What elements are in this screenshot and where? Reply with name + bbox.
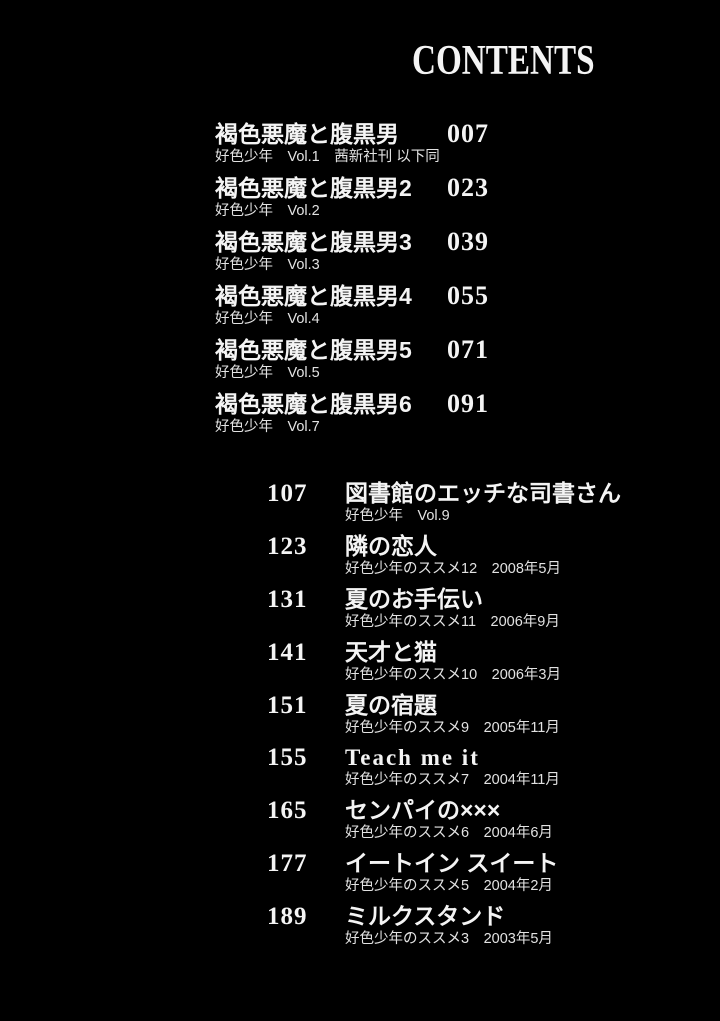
toc-entry: 褐色悪魔と腹黒男 007 好色少年 Vol.1 茜新社刊 以下同 [215, 120, 489, 174]
entry-title: 褐色悪魔と腹黒男4 [215, 283, 412, 309]
toc-entry: 165 センパイの××× 好色少年のススメ6 2004年6月 [267, 797, 687, 850]
entry-page-number: 177 [267, 850, 308, 878]
entry-note: 好色少年のススメ10 2006年3月 [345, 666, 561, 683]
toc-entry: 褐色悪魔と腹黒男4 055 好色少年 Vol.4 [215, 282, 489, 336]
entry-note: 好色少年のススメ9 2005年11月 [345, 719, 560, 736]
entry-title: 夏の宿題 [345, 691, 437, 718]
entry-page-number: 007 [447, 119, 489, 148]
entry-page-number: 023 [447, 173, 489, 202]
entry-note: 好色少年のススメ5 2004年2月 [345, 878, 553, 895]
entry-title: 隣の恋人 [345, 532, 437, 559]
toc-entry: 褐色悪魔と腹黒男2 023 好色少年 Vol.2 [215, 174, 489, 228]
entry-note: 好色少年のススメ7 2004年11月 [345, 772, 560, 789]
entry-title: 褐色悪魔と腹黒男 [215, 121, 399, 147]
entry-title: 夏のお手伝い [345, 585, 483, 612]
toc-entry: 141 天才と猫 好色少年のススメ10 2006年3月 [267, 639, 687, 692]
entry-page-number: 165 [267, 797, 308, 825]
entry-page-number: 151 [267, 691, 308, 719]
page-title: CONTENTS [412, 38, 595, 84]
toc-entry: 155 Teach me it 好色少年のススメ7 2004年11月 [267, 744, 687, 797]
entry-page-number: 141 [267, 638, 308, 666]
entry-note: 好色少年 Vol.7 [215, 419, 320, 435]
toc-entry: 褐色悪魔と腹黒男6 091 好色少年 Vol.7 [215, 390, 489, 444]
entry-page-number: 071 [447, 335, 489, 364]
entry-page-number: 189 [267, 903, 308, 931]
entry-page-number: 091 [447, 389, 489, 418]
entry-title: 天才と猫 [345, 638, 437, 665]
entry-page-number: 107 [267, 480, 308, 507]
entry-page-number: 131 [267, 585, 308, 613]
entry-title: Teach me it [345, 745, 480, 771]
entry-title: センパイの××× [345, 797, 501, 824]
entry-title: 褐色悪魔と腹黒男5 [215, 337, 412, 363]
toc-entry: 177 イートイン スイート 好色少年のススメ5 2004年2月 [267, 850, 687, 903]
toc-entry: 褐色悪魔と腹黒男5 071 好色少年 Vol.5 [215, 336, 489, 390]
entry-title: 褐色悪魔と腹黒男6 [215, 391, 412, 417]
entry-page-number: 155 [267, 744, 308, 772]
toc-entry: 131 夏のお手伝い 好色少年のススメ11 2006年9月 [267, 586, 687, 639]
toc-section-series: 褐色悪魔と腹黒男 007 好色少年 Vol.1 茜新社刊 以下同 褐色悪魔と腹黒… [215, 120, 489, 444]
toc-entry: 189 ミルクスタンド 好色少年のススメ3 2003年5月 [267, 903, 687, 956]
entry-title: ミルクスタンド [345, 903, 506, 930]
entry-note: 好色少年 Vol.4 [215, 311, 320, 327]
entry-note: 好色少年 Vol.9 [345, 508, 450, 524]
entry-page-number: 039 [447, 227, 489, 256]
toc-entry: 107 図書館のエッチな司書さん 好色少年 Vol.9 [267, 480, 687, 533]
entry-note: 好色少年のススメ3 2003年5月 [345, 931, 553, 948]
entry-note: 好色少年 Vol.5 [215, 365, 320, 381]
entry-title: 図書館のエッチな司書さん [345, 480, 621, 506]
entry-note: 好色少年 Vol.1 茜新社刊 以下同 [215, 149, 440, 165]
entry-note: 好色少年のススメ12 2008年5月 [345, 560, 561, 577]
toc-entry: 151 夏の宿題 好色少年のススメ9 2005年11月 [267, 692, 687, 745]
entry-title: イートイン スイート [345, 850, 559, 877]
entry-note: 好色少年のススメ6 2004年6月 [345, 825, 553, 842]
entry-title: 褐色悪魔と腹黒男3 [215, 229, 412, 255]
entry-page-number: 055 [447, 281, 489, 310]
toc-entry: 褐色悪魔と腹黒男3 039 好色少年 Vol.3 [215, 228, 489, 282]
entry-note: 好色少年 Vol.3 [215, 257, 320, 273]
entry-title: 褐色悪魔と腹黒男2 [215, 175, 412, 201]
entry-note: 好色少年 Vol.2 [215, 203, 320, 219]
entry-page-number: 123 [267, 532, 308, 560]
entry-note: 好色少年のススメ11 2006年9月 [345, 613, 560, 630]
toc-section-stories: 107 図書館のエッチな司書さん 好色少年 Vol.9 123 隣の恋人 好色少… [267, 480, 687, 956]
toc-entry: 123 隣の恋人 好色少年のススメ12 2008年5月 [267, 533, 687, 586]
